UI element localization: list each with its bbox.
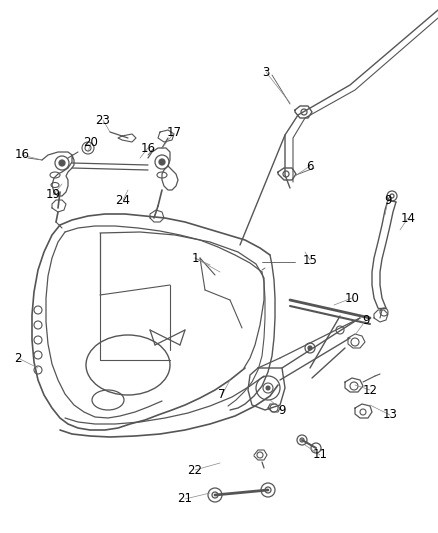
Text: 2: 2: [14, 351, 22, 365]
Circle shape: [59, 160, 65, 166]
Circle shape: [266, 386, 270, 390]
Text: 20: 20: [84, 135, 99, 149]
Circle shape: [308, 346, 312, 350]
Text: 23: 23: [95, 114, 110, 126]
Text: 9: 9: [362, 313, 370, 327]
Text: 17: 17: [166, 126, 181, 140]
Text: 11: 11: [312, 448, 328, 462]
Text: 22: 22: [187, 464, 202, 477]
Text: 16: 16: [141, 141, 155, 155]
Text: 14: 14: [400, 212, 416, 224]
Text: 12: 12: [363, 384, 378, 397]
Text: 10: 10: [345, 292, 360, 304]
Text: 19: 19: [46, 189, 60, 201]
Text: 9: 9: [278, 403, 286, 416]
Text: 16: 16: [14, 149, 29, 161]
Text: 7: 7: [218, 389, 226, 401]
Text: 9: 9: [384, 193, 392, 206]
Text: 13: 13: [382, 408, 397, 422]
Text: 1: 1: [191, 252, 199, 264]
Text: 3: 3: [262, 66, 270, 78]
Circle shape: [159, 159, 165, 165]
Text: 24: 24: [116, 193, 131, 206]
Text: 21: 21: [177, 492, 192, 505]
Text: 15: 15: [303, 254, 318, 266]
Text: 6: 6: [306, 159, 314, 173]
